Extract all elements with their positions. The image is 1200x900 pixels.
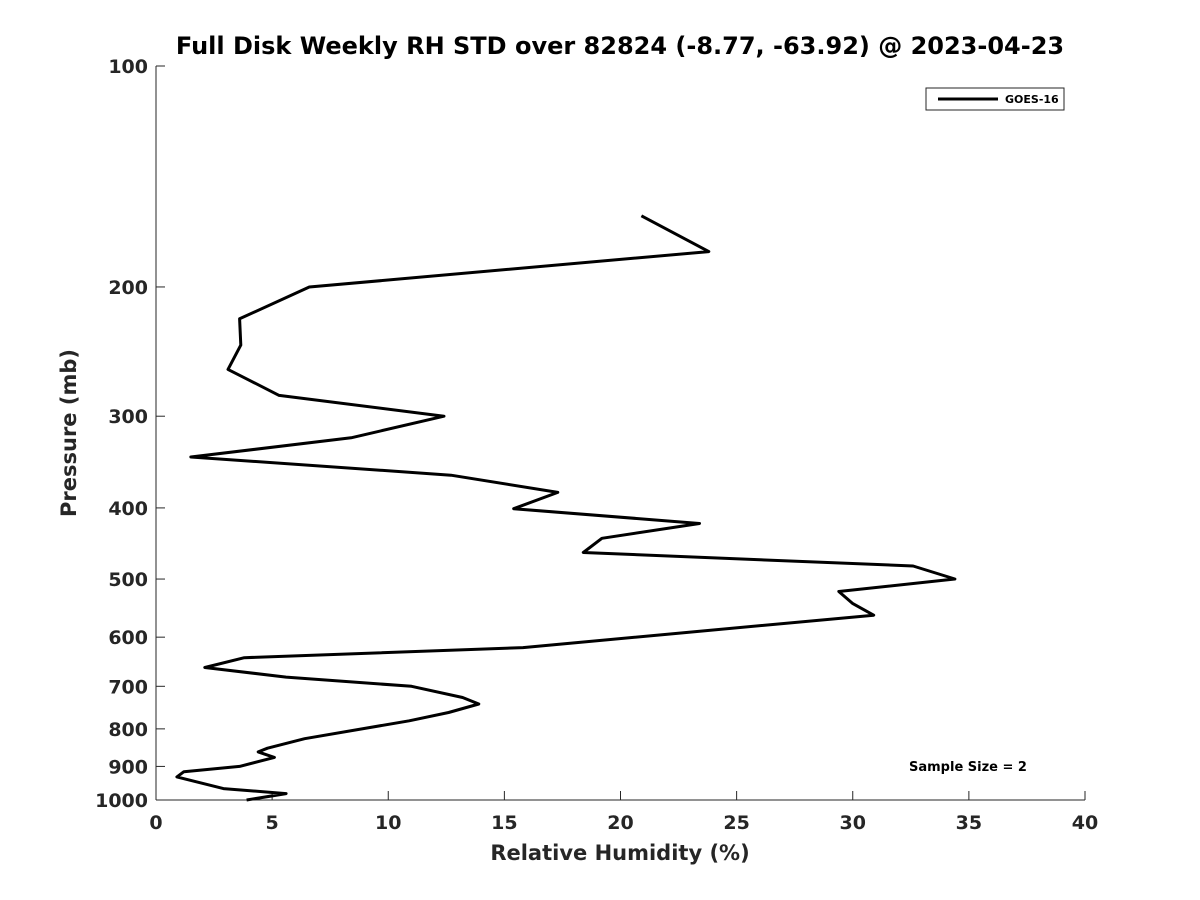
x-tick-label: 5 (266, 812, 279, 834)
y-tick-label: 200 (108, 277, 148, 299)
x-tick-label: 30 (840, 812, 866, 834)
y-axis-label: Pressure (mb) (57, 349, 81, 517)
y-tick-label: 600 (108, 627, 148, 649)
x-tick-label: 40 (1072, 812, 1098, 834)
y-tick-label: 700 (108, 676, 148, 698)
y-tick-label: 800 (108, 719, 148, 741)
x-tick-label: 20 (607, 812, 633, 834)
x-tick-label: 25 (723, 812, 749, 834)
y-tick-label: 400 (108, 498, 148, 520)
x-tick-label: 15 (491, 812, 517, 834)
x-tick-label: 0 (149, 812, 162, 834)
y-tick-label: 100 (108, 56, 148, 78)
x-tick-label: 35 (956, 812, 982, 834)
y-tick-label: 300 (108, 406, 148, 428)
sample-size-annotation: Sample Size = 2 (909, 760, 1027, 775)
y-tick-label: 1000 (95, 790, 148, 812)
plot-area: 0 5 10 15 20 25 30 35 40 100 200 300 400 500 600 700 800… (95, 56, 1098, 834)
x-axis-label: Relative Humidity (%) (490, 841, 749, 865)
x-tick-label: 10 (375, 812, 401, 834)
series-line-goes-16 (175, 214, 957, 802)
y-tick-label: 500 (108, 569, 148, 591)
legend: GOES-16 (925, 87, 1065, 111)
legend-label: GOES-16 (1005, 93, 1059, 106)
y-tick-label: 900 (108, 756, 148, 778)
chart-title: Full Disk Weekly RH STD over 82824 (-8.7… (176, 32, 1064, 60)
